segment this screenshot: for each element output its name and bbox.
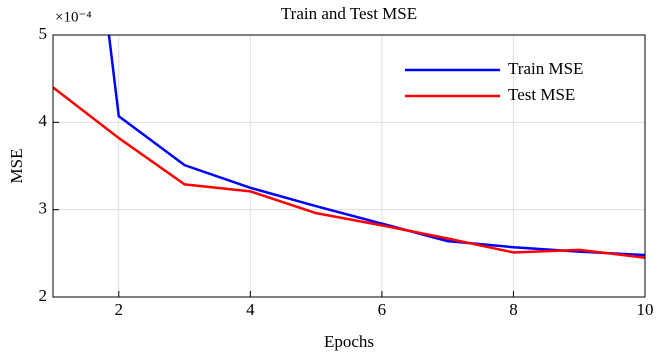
chart-title: Train and Test MSE [281,4,417,23]
plot-area [53,35,645,259]
y-multiplier: ×10⁻⁴ [55,9,92,25]
x-tick-label: 10 [637,300,654,319]
y-tick-label: 2 [39,286,48,305]
y-tick-label: 5 [39,24,48,43]
x-tick-label: 4 [246,300,255,319]
x-axis-label: Epochs [324,332,374,351]
y-axis-label: MSE [7,149,26,184]
axes-frame [52,34,646,298]
x-tick-label: 2 [115,300,124,319]
legend-label: Train MSE [508,59,583,78]
y-tick-label: 3 [39,199,48,218]
legend-label: Test MSE [508,85,575,104]
line-series [107,35,645,257]
y-tick-label: 4 [39,111,48,130]
x-tick-label: 6 [378,300,387,319]
line-series [53,86,645,259]
x-tick-label: 8 [509,300,518,319]
